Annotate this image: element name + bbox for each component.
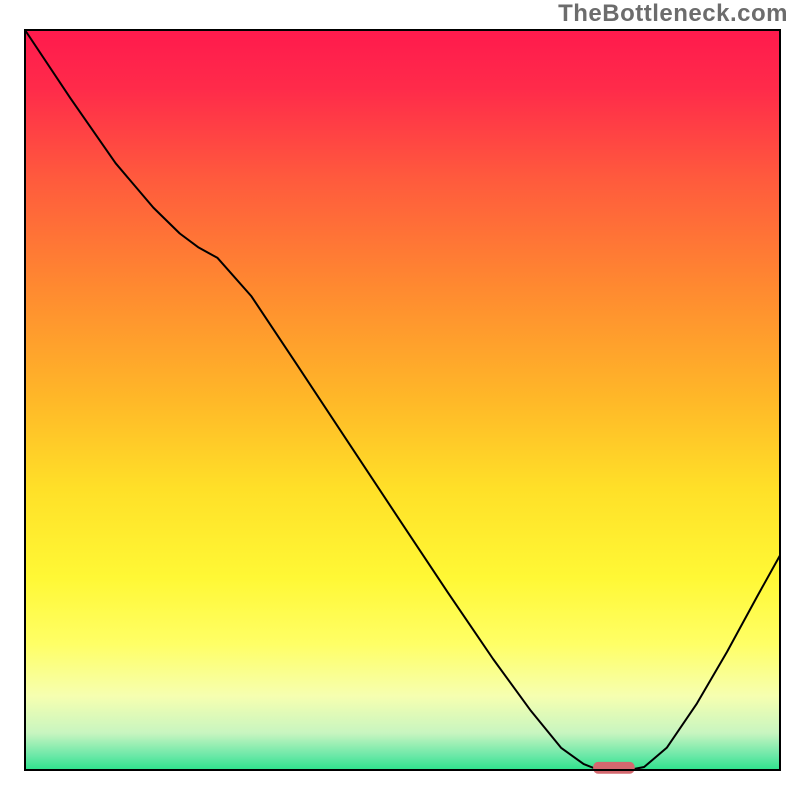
chart-container: TheBottleneck.com [0, 0, 800, 800]
watermark-text: TheBottleneck.com [558, 0, 788, 28]
plot-background [25, 30, 780, 770]
optimal-marker [593, 762, 635, 774]
bottleneck-chart [0, 0, 800, 800]
